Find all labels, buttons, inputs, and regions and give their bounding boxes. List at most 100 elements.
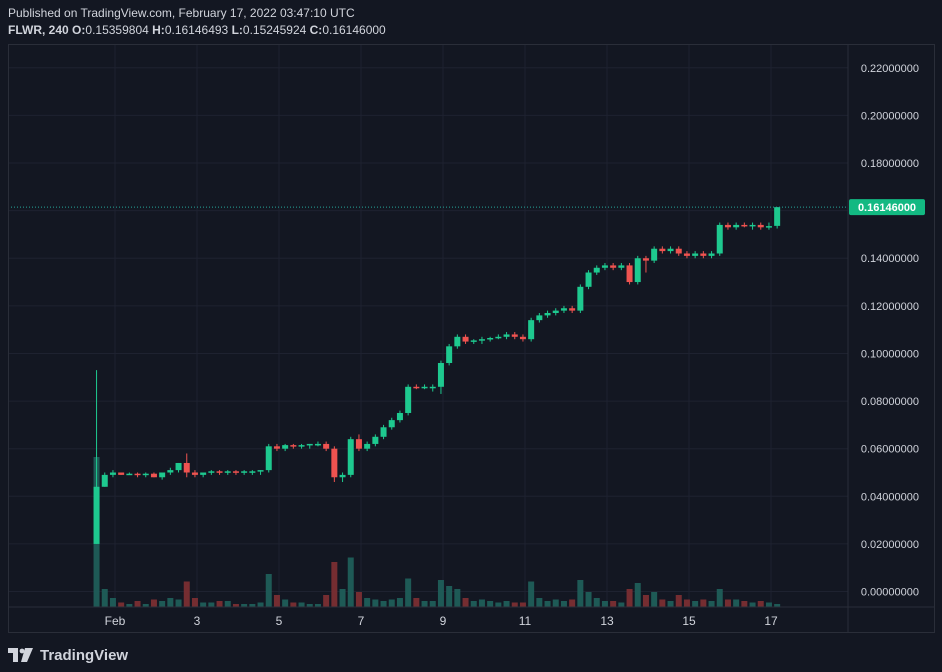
candle-body[interactable] — [429, 386, 436, 389]
candle-body[interactable] — [93, 486, 100, 544]
y-tick-label: 0.06000000 — [861, 444, 919, 456]
volume-bar — [642, 595, 649, 607]
candle-body[interactable] — [437, 362, 444, 387]
candle-body[interactable] — [659, 248, 666, 252]
candle-body[interactable] — [298, 445, 305, 447]
candle-body[interactable] — [544, 313, 551, 316]
candle-body[interactable] — [208, 471, 215, 473]
candle-body[interactable] — [200, 472, 207, 475]
candle-body[interactable] — [191, 472, 198, 475]
candle-body[interactable] — [560, 308, 567, 311]
candle-body[interactable] — [487, 337, 494, 340]
candle-body[interactable] — [388, 420, 395, 428]
candle-body[interactable] — [265, 446, 272, 471]
candle-body[interactable] — [601, 265, 608, 268]
candle-body[interactable] — [167, 470, 174, 473]
candle-body[interactable] — [183, 462, 190, 473]
volume-bar — [601, 601, 608, 607]
candle-body[interactable] — [175, 462, 182, 471]
candle-body[interactable] — [150, 473, 157, 478]
volume-bar — [109, 598, 116, 607]
candle-body[interactable] — [249, 471, 256, 473]
candle-body[interactable] — [314, 443, 321, 446]
candle-body[interactable] — [134, 473, 141, 476]
candle-body[interactable] — [216, 471, 223, 473]
candle-body[interactable] — [421, 386, 428, 389]
candle-body[interactable] — [413, 386, 420, 389]
candle-body[interactable] — [380, 427, 387, 437]
y-tick-label: 0.22000000 — [861, 63, 919, 75]
candle-body[interactable] — [273, 446, 280, 449]
candle-body[interactable] — [765, 226, 772, 228]
candle-body[interactable] — [470, 340, 477, 342]
candle-body[interactable] — [282, 445, 289, 449]
candle-body[interactable] — [339, 474, 346, 478]
candle-body[interactable] — [241, 471, 248, 473]
candle-body[interactable] — [708, 253, 715, 256]
candle-body[interactable] — [552, 310, 559, 314]
candle-body[interactable] — [142, 473, 149, 476]
candle-body[interactable] — [626, 265, 633, 283]
candle-body[interactable] — [118, 472, 125, 475]
candle-body[interactable] — [364, 443, 371, 449]
candlestick-chart[interactable]: 0.220000000.200000000.180000000.16000000… — [0, 0, 942, 640]
candle-body[interactable] — [396, 412, 403, 421]
candle-body[interactable] — [675, 248, 682, 254]
footer-brand[interactable]: TradingView — [8, 645, 128, 665]
candle-body[interactable] — [642, 258, 649, 261]
candle-body[interactable] — [109, 472, 116, 475]
candle-body[interactable] — [511, 334, 518, 337]
candle-body[interactable] — [290, 445, 297, 447]
volume-bar — [593, 598, 600, 607]
candle-body[interactable] — [306, 443, 313, 446]
candle-body[interactable] — [651, 248, 658, 261]
candle-body[interactable] — [347, 439, 354, 475]
candle-body[interactable] — [331, 448, 338, 478]
candle-body[interactable] — [733, 224, 740, 228]
candle-body[interactable] — [478, 339, 485, 341]
candle-body[interactable] — [692, 253, 699, 256]
candle-body[interactable] — [569, 308, 576, 311]
volume-bar — [167, 598, 174, 607]
candle-body[interactable] — [257, 470, 264, 472]
candle-body[interactable] — [536, 315, 543, 321]
candle-body[interactable] — [462, 336, 469, 342]
candle-body[interactable] — [372, 436, 379, 444]
candle-body[interactable] — [683, 253, 690, 256]
candle-body[interactable] — [577, 286, 584, 311]
candle-body[interactable] — [355, 439, 362, 449]
candle-body[interactable] — [593, 267, 600, 273]
candle-body[interactable] — [495, 336, 502, 339]
candle-body[interactable] — [757, 224, 764, 228]
candle-body[interactable] — [224, 471, 231, 473]
candle-body[interactable] — [618, 265, 625, 268]
high-label: H: — [152, 23, 165, 37]
candles[interactable] — [93, 207, 781, 544]
time-axis[interactable]: Feb 3 5 7 9 11 13 15 17 — [105, 614, 778, 628]
candle-body[interactable] — [667, 248, 674, 252]
candle-body[interactable] — [716, 224, 723, 254]
price-axis[interactable]: 0.220000000.200000000.180000000.16000000… — [849, 63, 925, 599]
candle-body[interactable] — [323, 443, 330, 449]
candle-body[interactable] — [454, 336, 461, 347]
candle-body[interactable] — [741, 224, 748, 227]
candle-body[interactable] — [446, 346, 453, 363]
candle-body[interactable] — [126, 473, 133, 476]
candle-body[interactable] — [610, 265, 617, 268]
candle-body[interactable] — [585, 272, 592, 287]
candle-body[interactable] — [503, 334, 510, 337]
candle-body[interactable] — [101, 474, 108, 487]
candle-body[interactable] — [519, 336, 526, 340]
symbol-ticker[interactable]: FLWR — [8, 23, 42, 37]
candle-body[interactable] — [232, 471, 239, 473]
candle-body[interactable] — [405, 386, 412, 413]
interval-label[interactable]: 240 — [48, 23, 69, 37]
candle-body[interactable] — [528, 320, 535, 340]
candle-body[interactable] — [749, 224, 756, 227]
candle-body[interactable] — [724, 224, 731, 228]
candle-body[interactable] — [774, 207, 781, 226]
candle-body[interactable] — [634, 258, 641, 283]
volume-bar — [511, 602, 518, 607]
candle-body[interactable] — [159, 472, 166, 478]
candle-body[interactable] — [700, 253, 707, 256]
